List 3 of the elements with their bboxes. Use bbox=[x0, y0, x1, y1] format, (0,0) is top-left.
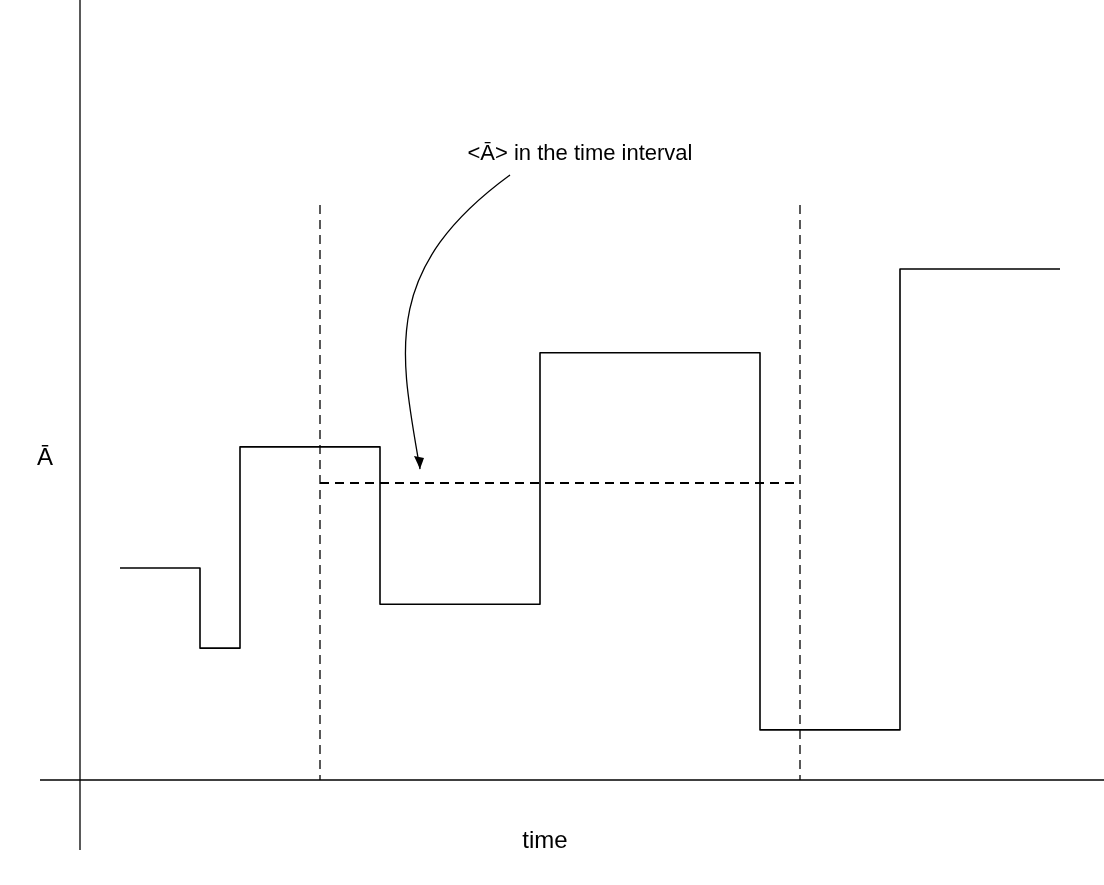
text: <Ā> in the time interval bbox=[467, 140, 693, 165]
x-axis-title: time bbox=[522, 826, 568, 853]
y-axis-title: Ā bbox=[36, 443, 54, 470]
